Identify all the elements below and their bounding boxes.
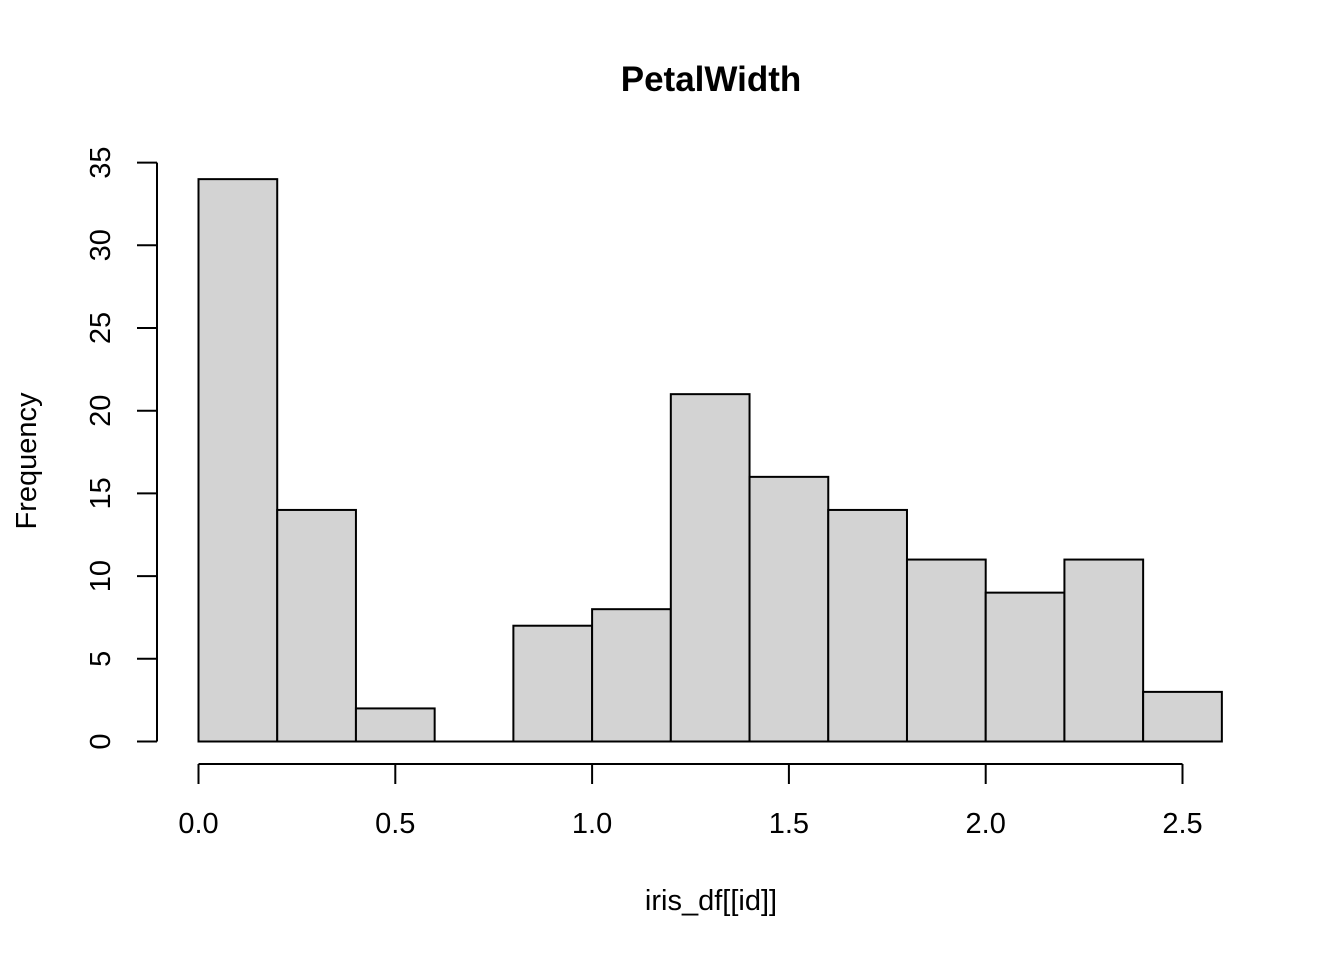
y-tick-label: 30: [85, 229, 117, 261]
x-tick-label: 0.5: [375, 808, 415, 840]
histogram-bar: [984, 591, 1066, 743]
histogram-bar: [197, 178, 279, 743]
chart-title: PetalWidth: [621, 60, 802, 99]
y-tick-label: 20: [85, 395, 117, 427]
histogram-bar: [512, 624, 594, 743]
histogram-bar: [827, 508, 908, 743]
x-tick-label: 0.0: [178, 808, 218, 840]
x-tick-label: 2.0: [966, 808, 1006, 840]
histogram-bar: [354, 707, 436, 743]
y-tick-label: 15: [85, 477, 117, 509]
histogram-bar: [1063, 558, 1145, 743]
y-tick-label: 10: [85, 560, 117, 592]
x-tick-label: 1.0: [572, 808, 612, 840]
x-tick-label: 1.5: [769, 808, 809, 840]
histogram-bar: [905, 558, 987, 743]
y-tick-label: 0: [85, 733, 117, 749]
x-axis: 0.0 0.5 1.0 1.5 2.0 2.5: [178, 763, 1203, 840]
histogram-bar: [1142, 690, 1223, 743]
y-axis-label: Frequency: [11, 392, 43, 530]
x-axis-label: iris_df[[id]]: [645, 885, 777, 917]
y-tick-label: 5: [85, 651, 117, 667]
y-axis: 0 5 10 15 20 25 30 35: [85, 146, 158, 750]
histogram-bar: [669, 393, 751, 743]
histogram-bar: [748, 475, 830, 743]
y-tick-label: 25: [85, 312, 117, 344]
y-tick-label: 35: [85, 146, 117, 178]
histogram-bar: [276, 508, 357, 743]
histogram-bar: [591, 608, 672, 743]
bars-group: [197, 178, 1223, 743]
x-tick-label: 2.5: [1162, 808, 1202, 840]
